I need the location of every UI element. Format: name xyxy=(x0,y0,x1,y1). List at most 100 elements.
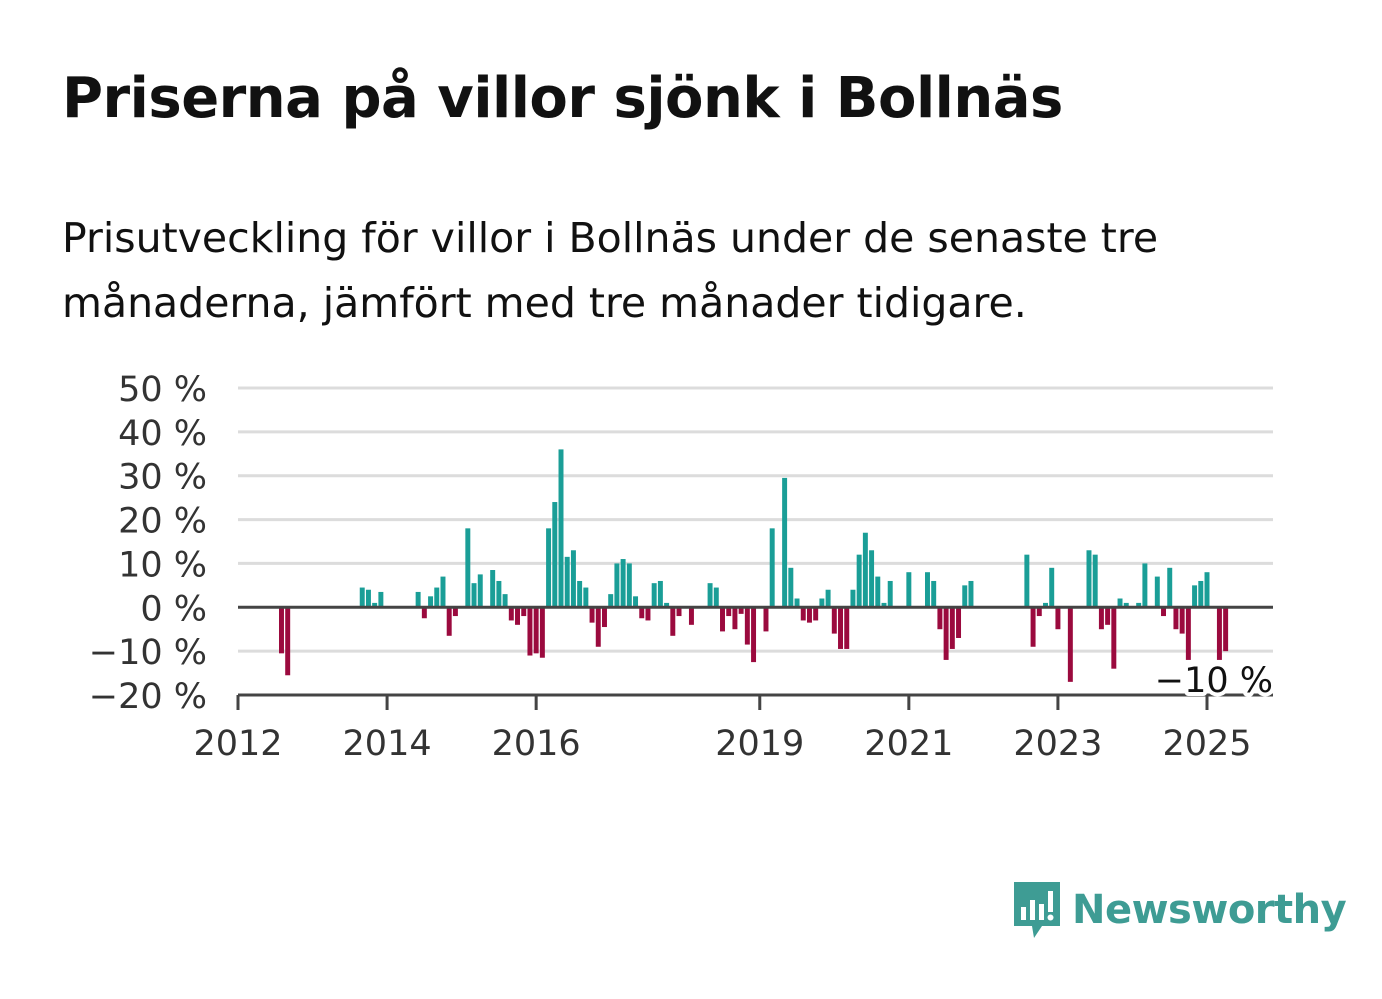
bar xyxy=(1055,607,1061,630)
bar xyxy=(676,607,682,617)
bar xyxy=(782,477,788,608)
bar xyxy=(633,596,639,608)
x-tick-label: 2023 xyxy=(1013,724,1102,764)
bar xyxy=(688,607,694,625)
x-tick-label: 2012 xyxy=(193,724,282,764)
bar xyxy=(726,607,732,617)
bar xyxy=(881,602,887,608)
bar xyxy=(744,607,750,645)
bar xyxy=(1117,598,1123,608)
newsworthy-logo-icon xyxy=(1014,882,1060,938)
bar xyxy=(552,502,558,608)
bar xyxy=(471,583,477,608)
bar xyxy=(1216,607,1222,660)
bar xyxy=(869,550,875,608)
bar xyxy=(626,563,632,608)
y-tick-label: 0 % xyxy=(140,589,207,629)
bar xyxy=(844,607,850,649)
bar xyxy=(521,607,527,617)
bar xyxy=(937,607,943,630)
bar xyxy=(943,607,949,660)
y-tick-label: −10 % xyxy=(89,633,207,673)
bar xyxy=(452,607,458,617)
bar xyxy=(850,589,856,608)
bar xyxy=(477,574,483,608)
bar xyxy=(1142,563,1148,608)
bar xyxy=(763,607,769,632)
chart-subtitle: Prisutveckling för villor i Bollnäs unde… xyxy=(62,214,1159,327)
bar xyxy=(279,607,284,654)
brand-name: Newsworthy xyxy=(1072,887,1347,933)
bar xyxy=(533,607,539,654)
bar xyxy=(794,598,800,608)
bar xyxy=(527,607,533,656)
bar xyxy=(1161,607,1166,617)
bar xyxy=(378,591,384,608)
x-tick-label: 2014 xyxy=(343,724,432,764)
bar xyxy=(1030,607,1036,647)
y-tick-label: 50 % xyxy=(118,370,207,410)
bar xyxy=(707,583,713,608)
bar xyxy=(713,587,719,608)
bar xyxy=(558,449,564,608)
bar xyxy=(1179,607,1185,634)
y-tick-label: 10 % xyxy=(118,545,207,585)
x-tick-label: 2021 xyxy=(864,724,953,764)
bar xyxy=(446,607,452,636)
bar xyxy=(372,602,378,608)
bar xyxy=(875,576,881,608)
y-tick-label: 40 % xyxy=(118,414,207,454)
x-tick-label: 2016 xyxy=(492,724,581,764)
y-tick-label: 20 % xyxy=(118,502,207,542)
bar xyxy=(589,607,595,623)
bar xyxy=(1098,607,1104,630)
bar xyxy=(639,607,645,619)
bar xyxy=(508,607,514,621)
bar xyxy=(813,607,819,621)
bar xyxy=(751,607,757,663)
bar xyxy=(806,607,812,623)
bar xyxy=(465,528,471,608)
bar xyxy=(1173,607,1179,630)
bar xyxy=(651,583,657,608)
bar xyxy=(539,607,545,658)
bar xyxy=(577,580,583,608)
bar xyxy=(720,607,725,632)
bar xyxy=(602,607,607,628)
bar xyxy=(819,598,825,608)
bar xyxy=(440,576,446,608)
bar xyxy=(738,607,744,614)
bar xyxy=(421,607,427,619)
bar xyxy=(1185,607,1191,660)
y-axis-labels: 50 %40 %30 %20 %10 %0 %−10 %−20 % xyxy=(89,370,207,717)
bar xyxy=(1204,572,1210,608)
y-tick-label: 30 % xyxy=(118,458,207,498)
bar xyxy=(1223,607,1229,652)
bar xyxy=(1105,607,1111,625)
bar xyxy=(570,550,576,608)
x-tick-label: 2019 xyxy=(715,724,804,764)
bar xyxy=(564,556,570,608)
bar xyxy=(906,572,912,608)
bar xyxy=(732,607,738,630)
bar xyxy=(862,532,868,608)
bar xyxy=(415,591,421,608)
bar xyxy=(1043,602,1048,608)
bar xyxy=(962,585,968,608)
bar xyxy=(1036,607,1042,617)
bar xyxy=(925,572,930,608)
bars xyxy=(279,449,1229,682)
bar xyxy=(664,602,670,608)
bar xyxy=(614,563,620,608)
bar xyxy=(359,587,365,608)
bar xyxy=(645,607,651,621)
bar xyxy=(956,607,962,638)
last-value-label: −10 % xyxy=(1155,661,1273,701)
bar xyxy=(838,607,843,649)
bar xyxy=(434,587,440,608)
bar xyxy=(490,570,496,608)
bar xyxy=(608,594,614,608)
grid-lines xyxy=(238,386,1273,653)
bar xyxy=(1198,580,1204,608)
bar xyxy=(1049,567,1055,608)
